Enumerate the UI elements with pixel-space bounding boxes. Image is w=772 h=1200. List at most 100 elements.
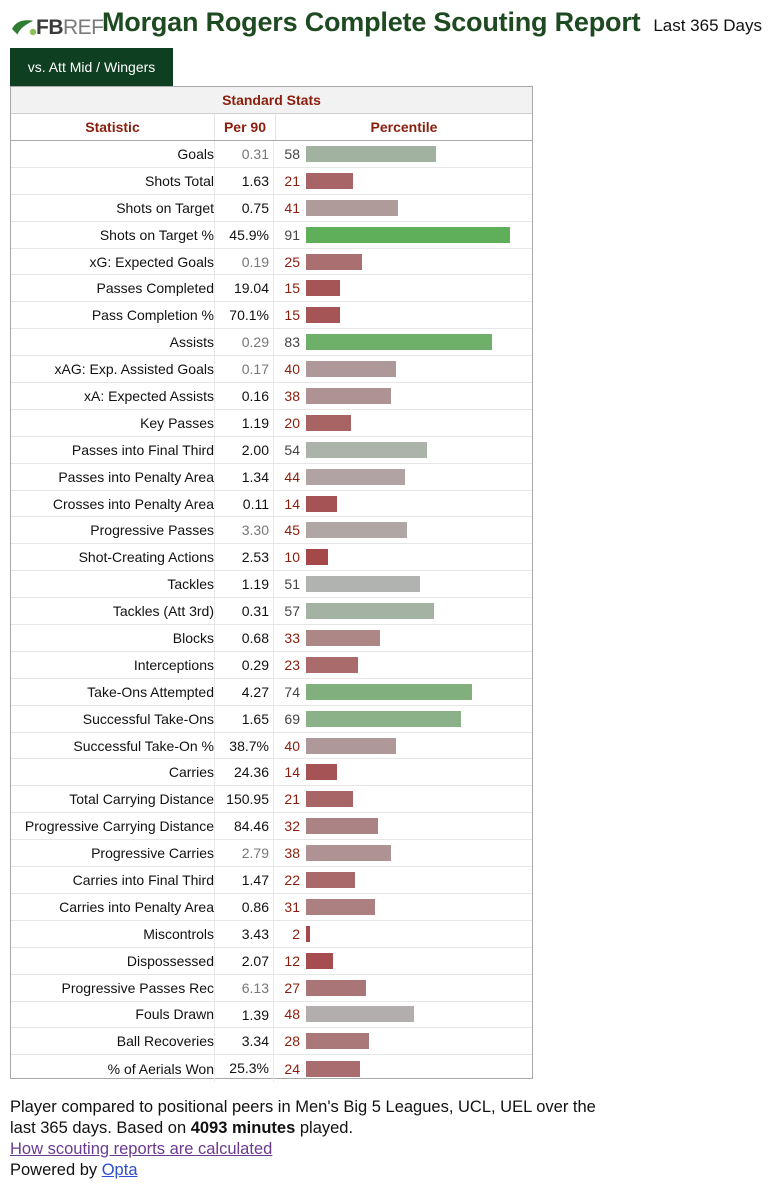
percentile-bar	[306, 576, 421, 593]
percentile-cell: 21	[274, 786, 532, 812]
percentile-bar-track	[306, 764, 516, 781]
stat-name[interactable]: Dispossessed	[126, 952, 214, 969]
how-calculated-link[interactable]: How scouting reports are calculated	[10, 1140, 273, 1158]
per90-value: 25.3%	[214, 1055, 274, 1083]
percentile-cell: 45	[274, 517, 532, 543]
stat-name[interactable]: xG: Expected Goals	[89, 253, 214, 270]
percentile-cell: 58	[274, 141, 532, 167]
stat-name[interactable]: Carries into Final Third	[72, 871, 214, 888]
stat-name[interactable]: Tackles (Att 3rd)	[112, 603, 214, 620]
stat-name[interactable]: Shots on Target %	[99, 226, 214, 243]
stat-name[interactable]: Pass Completion %	[91, 307, 214, 324]
stat-name[interactable]: Tackles	[167, 576, 214, 593]
page-title: Morgan Rogers Complete Scouting Report	[102, 7, 641, 37]
stat-name[interactable]: Passes into Penalty Area	[58, 468, 214, 485]
percentile-bar-track	[306, 307, 516, 324]
percentile-value: 21	[284, 172, 300, 189]
percentile-bar-track	[306, 522, 516, 539]
table-header-row: Statistic Per 90 Percentile	[11, 114, 532, 141]
stat-name[interactable]: Shots Total	[144, 172, 214, 189]
percentile-bar-track	[306, 468, 516, 485]
percentile-bar	[306, 952, 333, 969]
stat-name[interactable]: Progressive Carries	[91, 845, 214, 862]
stat-name[interactable]: Passes Completed	[96, 280, 214, 297]
stat-name[interactable]: Shot-Creating Actions	[78, 549, 214, 566]
percentile-cell: 31	[274, 894, 532, 920]
percentile-cell: 40	[274, 733, 532, 759]
table-row: xG: Expected Goals 0.19 25	[11, 248, 532, 276]
percentile-cell: 32	[274, 813, 532, 839]
percentile-cell: 83	[274, 329, 532, 355]
per90-value: 0.68	[214, 625, 274, 651]
stat-name[interactable]: xAG: Exp. Assisted Goals	[54, 361, 214, 378]
stat-name[interactable]: xA: Expected Assists	[84, 387, 214, 404]
per90-value: 150.95	[214, 786, 274, 813]
stat-name[interactable]: Total Carrying Distance	[69, 791, 214, 808]
per90-value: 2.79	[214, 840, 274, 867]
percentile-cell: 12	[274, 948, 532, 974]
percentile-value: 22	[284, 871, 300, 888]
stat-name[interactable]: Successful Take-On %	[73, 737, 214, 754]
percentile-value: 2	[292, 925, 300, 942]
stat-name[interactable]: Crosses into Penalty Area	[52, 495, 214, 512]
percentile-bar	[306, 818, 378, 835]
stat-name[interactable]: Passes into Final Third	[71, 441, 214, 458]
table-row: Key Passes 1.19 20	[11, 409, 532, 437]
per90-value: 1.65	[214, 705, 274, 732]
table-row: Progressive Passes 3.30 45	[11, 517, 532, 545]
table-row: Successful Take-On % 38.7% 40	[11, 732, 532, 760]
percentile-cell: 23	[274, 652, 532, 678]
table-row: Miscontrols 3.43 2	[11, 920, 532, 948]
percentile-bar-track	[306, 253, 516, 270]
percentile-bar-track	[306, 226, 516, 243]
column-header-statistic[interactable]: Statistic	[85, 119, 140, 135]
fbref-logo[interactable]: FB REF	[10, 14, 104, 42]
tab-att-mid-wingers[interactable]: vs. Att Mid / Wingers	[10, 48, 173, 86]
percentile-bar-track	[306, 145, 516, 162]
table-row: Fouls Drawn 1.39 48	[11, 1001, 532, 1029]
per90-value: 19.04	[214, 275, 274, 302]
percentile-bar	[306, 226, 510, 243]
stat-name[interactable]: Assists	[169, 334, 214, 351]
stat-name[interactable]: Progressive Carrying Distance	[24, 818, 214, 835]
per90-value: 3.30	[214, 517, 274, 544]
table-row: Dispossessed 2.07 12	[11, 947, 532, 975]
stat-name[interactable]: Ball Recoveries	[116, 1033, 214, 1050]
percentile-bar	[306, 495, 338, 512]
stat-name[interactable]: Fouls Drawn	[135, 1006, 214, 1023]
stat-name[interactable]: Take-Ons Attempted	[87, 683, 214, 700]
stat-name[interactable]: Carries into Penalty Area	[59, 898, 214, 915]
percentile-bar	[306, 845, 392, 862]
stat-name[interactable]: Shots on Target	[116, 199, 214, 216]
percentile-bar	[306, 1060, 360, 1077]
table-row: Assists 0.29 83	[11, 329, 532, 357]
per90-value: 0.17	[214, 356, 274, 383]
column-header-percentile[interactable]: Percentile	[370, 119, 438, 135]
stat-name[interactable]: Blocks	[172, 629, 214, 646]
percentile-bar-track	[306, 818, 516, 835]
opta-link[interactable]: Opta	[101, 1161, 138, 1179]
percentile-cell: 14	[274, 491, 532, 517]
percentile-value: 12	[284, 952, 300, 969]
stat-name[interactable]: % of Aerials Won	[107, 1060, 214, 1077]
stat-name[interactable]: Carries	[168, 764, 214, 781]
per90-value: 2.00	[214, 436, 274, 463]
stat-name[interactable]: Goals	[177, 145, 214, 162]
percentile-bar	[306, 925, 311, 942]
stat-name[interactable]: Progressive Passes	[90, 522, 214, 539]
stat-name[interactable]: Successful Take-Ons	[82, 710, 214, 727]
stat-name[interactable]: Miscontrols	[143, 925, 214, 942]
percentile-bar	[306, 898, 376, 915]
per90-value: 24.36	[214, 759, 274, 786]
stat-name[interactable]: Key Passes	[140, 414, 214, 431]
per90-value: 3.34	[214, 1028, 274, 1055]
per90-value: 1.19	[214, 571, 274, 598]
per90-value: 0.75	[214, 194, 274, 221]
percentile-cell: 74	[274, 679, 532, 705]
stat-name[interactable]: Progressive Passes Rec	[61, 979, 214, 996]
percentile-cell: 20	[274, 410, 532, 436]
per90-value: 45.9%	[214, 221, 274, 248]
stat-name[interactable]: Interceptions	[133, 656, 214, 673]
table-row: % of Aerials Won 25.3% 24	[11, 1055, 532, 1083]
column-header-per90[interactable]: Per 90	[214, 114, 276, 140]
